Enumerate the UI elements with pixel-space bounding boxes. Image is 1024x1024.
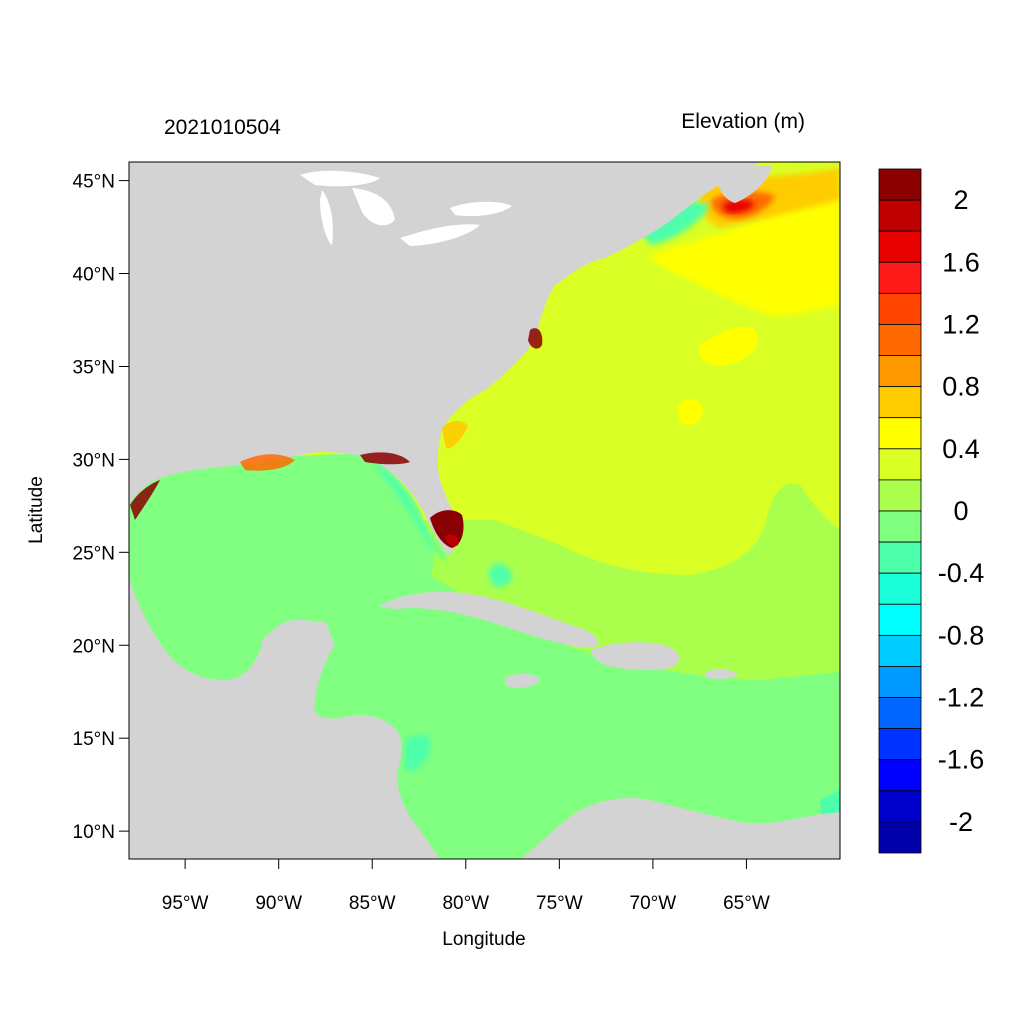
- colorbar-swatch: [878, 541, 922, 574]
- colorbar-swatch: [878, 230, 922, 263]
- land-cuba: [380, 591, 599, 648]
- colorbar-label: -1.2: [938, 683, 985, 713]
- land-hispaniola: [591, 642, 680, 671]
- y-axis-ticks: 45°N 40°N 35°N 30°N 25°N 20°N 15°N 10°N: [73, 172, 129, 843]
- ocean-red-core: [722, 199, 755, 214]
- y-tick-label: 25°N: [73, 543, 115, 564]
- lake-ontario: [450, 201, 512, 217]
- colorbar-swatch: [878, 355, 922, 388]
- ocean-negative-belize-coast: [405, 734, 431, 772]
- map-plot-area: [129, 162, 840, 859]
- colorbar-swatch: [878, 572, 922, 605]
- variable-title: Elevation (m): [681, 110, 805, 133]
- colorbar-label: -2: [949, 807, 973, 837]
- colorbar-label: -0.8: [938, 620, 985, 650]
- colorbar-swatch: [878, 324, 922, 356]
- colorbar-swatch: [878, 292, 922, 325]
- land-puerto-rico: [705, 669, 738, 679]
- x-axis-ticks: 95°W 90°W 85°W 80°W 75°W 70°W 65°W: [162, 859, 770, 914]
- colorbar-swatch: [878, 666, 922, 698]
- colorbar-label: -0.4: [938, 558, 985, 588]
- lake-erie: [400, 224, 480, 246]
- lake-superior: [300, 170, 380, 187]
- ocean-positive-patch: [698, 326, 758, 366]
- x-tick-label: 90°W: [255, 893, 302, 914]
- colorbar-swatch: [878, 510, 922, 543]
- land-yucatan: [262, 620, 331, 694]
- surge-southwest-florida-core: [445, 534, 459, 546]
- colorbar-label: 2: [953, 185, 968, 215]
- y-tick-label: 45°N: [73, 172, 115, 193]
- colorbar-swatch: [878, 759, 922, 792]
- colorbar-swatch: [878, 168, 922, 201]
- ocean-negative-bahamas: [488, 563, 512, 587]
- colorbar-label: -1.6: [938, 745, 985, 775]
- lake-michigan: [320, 190, 333, 245]
- lake-huron: [352, 188, 395, 226]
- land-mexico-central-america: [129, 575, 440, 859]
- ocean-positive-high-field: [650, 190, 840, 316]
- colorbar-swatch: [878, 728, 922, 761]
- x-tick-label: 70°W: [630, 893, 677, 914]
- land-nova-scotia: [718, 165, 772, 203]
- surge-louisiana-coast: [240, 454, 295, 471]
- y-tick-label: 35°N: [73, 357, 115, 378]
- surge-florida-panhandle: [360, 452, 410, 465]
- y-tick-label: 10°N: [73, 822, 115, 843]
- land-jamaica: [505, 673, 540, 688]
- colorbar-label: 1.6: [942, 247, 980, 277]
- colorbar-label: 1.2: [942, 309, 980, 339]
- x-tick-label: 75°W: [536, 893, 583, 914]
- land-south-america: [520, 798, 840, 859]
- colorbar-swatch: [878, 417, 922, 450]
- timestamp-title: 2021010504: [164, 116, 281, 139]
- surge-chesapeake: [528, 328, 543, 349]
- surge-texas-coast: [130, 480, 160, 520]
- ocean-positive-patch-small: [678, 398, 703, 425]
- colorbar-swatch: [878, 697, 922, 730]
- x-axis-label: Longitude: [442, 929, 525, 950]
- x-tick-label: 80°W: [442, 893, 489, 914]
- colorbar-swatch: [878, 603, 922, 636]
- x-tick-label: 65°W: [723, 893, 770, 914]
- colorbar-swatch: [878, 634, 922, 667]
- x-tick-label: 95°W: [162, 893, 209, 914]
- y-tick-label: 20°N: [73, 636, 115, 657]
- plot-frame: [128, 161, 841, 860]
- colorbar-swatch: [878, 790, 922, 823]
- colorbar-swatch: [878, 386, 922, 419]
- ocean-negative-west-florida: [372, 462, 448, 560]
- colorbar-swatch: [878, 261, 922, 294]
- x-tick-label: 85°W: [349, 893, 396, 914]
- colorbar-labels: 2 1.6 1.2 0.8 0.4 0 -0.4 -0.8 -1.2 -1.6 -2: [938, 185, 985, 837]
- colorbar-swatch: [878, 199, 922, 232]
- y-axis-label: Latitude: [26, 476, 47, 544]
- y-tick-label: 15°N: [73, 729, 115, 750]
- colorbar-label: 0: [953, 496, 968, 526]
- colorbar-label: 0.4: [942, 434, 980, 464]
- colorbar-swatch: [878, 479, 922, 512]
- colorbar-swatch: [878, 821, 922, 854]
- colorbar-label: 0.8: [942, 372, 980, 402]
- surge-east-florida-coast: [442, 420, 468, 449]
- colorbar: [878, 168, 922, 854]
- y-tick-label: 30°N: [73, 450, 115, 471]
- colorbar-swatch: [878, 448, 922, 481]
- y-tick-label: 40°N: [73, 265, 115, 286]
